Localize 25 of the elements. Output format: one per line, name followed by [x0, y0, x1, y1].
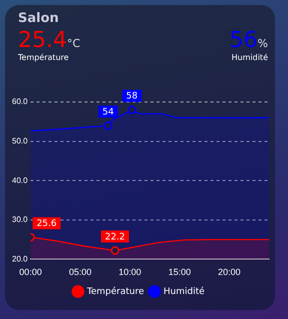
y-tick-label: 60.0 [12, 97, 28, 106]
text: % [258, 37, 268, 50]
x-tick-label: 05:00 [68, 267, 92, 278]
text: 56 [230, 28, 258, 53]
point [104, 121, 112, 130]
chart-title: Salon [18, 11, 59, 26]
x-tick-label: 20:00 [218, 267, 241, 278]
text: Humidité [230, 53, 268, 62]
legend-label: Température [86, 286, 144, 297]
y-tick-label: 20.0 [12, 254, 28, 264]
y-tick-label: 50.0 [12, 136, 28, 146]
y-tick-label: 40.0 [12, 176, 28, 185]
data-label: 25.6 [36, 219, 57, 230]
text: Température [18, 53, 70, 62]
text: °C [66, 37, 80, 50]
x-tick-label: 15:00 [168, 267, 191, 278]
data-label: 58 [126, 92, 138, 102]
y-tick-label: 30.0 [12, 215, 28, 224]
data-label: 54 [102, 107, 114, 118]
x-tick-label: 00:00 [19, 267, 42, 278]
x-tick-label: 10:00 [118, 267, 142, 278]
legend-label: Humidité [163, 286, 205, 297]
point [128, 106, 136, 114]
text: 25.4 [18, 28, 67, 53]
data-label: 22.2 [104, 232, 126, 242]
